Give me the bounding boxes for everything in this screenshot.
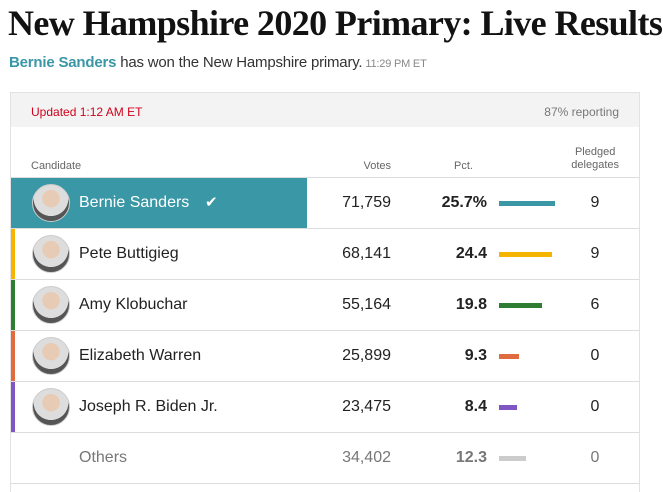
percent-bar	[499, 354, 520, 359]
candidate-row: Joseph R. Biden Jr. 23,475 8.4 0	[11, 382, 639, 433]
candidate-name: Joseph R. Biden Jr.	[79, 398, 218, 415]
delegate-count: 0	[590, 398, 600, 415]
candidate-row: Bernie Sanders ✔ 71,759 25.7% 9	[11, 178, 639, 229]
percent-bar	[499, 456, 526, 461]
candidate-name: Others	[79, 449, 128, 466]
vote-percent: 8.4	[464, 398, 487, 415]
vote-percent: 24.4	[455, 245, 487, 262]
vote-count: 55,164	[342, 296, 391, 313]
delegate-count: 0	[590, 449, 600, 466]
vote-count: 71,759	[342, 194, 391, 211]
col-pct: Pct.	[454, 160, 473, 172]
results-table: Updated 1:12 AM ET 87% reporting Candida…	[10, 92, 640, 492]
percent-bar	[499, 252, 553, 257]
candidate-avatar	[32, 235, 70, 273]
candidate-avatar	[32, 337, 70, 375]
candidate-row: Elizabeth Warren 25,899 9.3 0	[11, 331, 639, 382]
delegate-count: 0	[590, 347, 600, 364]
candidate-avatar	[32, 286, 70, 324]
vote-percent: 25.7%	[441, 194, 487, 211]
table-header: Candidate Votes Pct. Pledged delegates	[11, 127, 639, 178]
vote-percent: 9.3	[464, 347, 487, 364]
vote-percent: 19.8	[455, 296, 487, 313]
candidate-color-edge	[11, 280, 15, 330]
candidate-name: Elizabeth Warren	[79, 347, 202, 364]
col-candidate: Candidate	[31, 160, 82, 172]
vote-count: 25,899	[342, 347, 391, 364]
delegate-count: 9	[590, 245, 600, 262]
announcement-time: 11:29 PM ET	[365, 58, 427, 70]
percent-bar	[499, 201, 555, 206]
candidate-color-edge	[11, 331, 15, 381]
candidate-name: Amy Klobuchar	[79, 296, 188, 313]
updated-time: Updated 1:12 AM ET	[31, 105, 143, 119]
vote-percent: 12.3	[455, 449, 487, 466]
candidate-row: Amy Klobuchar 55,164 19.8 6	[11, 280, 639, 331]
delegate-count: 9	[590, 194, 600, 211]
candidate-row: Others 34,402 12.3 0	[11, 433, 639, 484]
candidate-name: Bernie Sanders	[79, 194, 190, 211]
candidate-name: Pete Buttigieg	[79, 245, 179, 262]
winner-link[interactable]: Bernie Sanders	[9, 54, 117, 71]
col-delegates-line1: Pledged	[574, 146, 616, 158]
vote-count: 68,141	[342, 245, 391, 262]
winner-announcement: Bernie Sanders has won the New Hampshire…	[9, 54, 427, 71]
candidate-avatar	[32, 184, 70, 222]
delegate-count: 6	[590, 296, 600, 313]
vote-count: 34,402	[342, 449, 391, 466]
winner-text: has won the New Hampshire primary.	[120, 54, 363, 71]
candidate-color-edge	[11, 382, 15, 432]
col-delegates-line2: delegates	[571, 159, 619, 171]
percent-bar	[499, 405, 518, 410]
col-delegates: Pledged delegates	[571, 146, 619, 172]
reporting-status: 87% reporting	[544, 105, 619, 119]
candidate-row: Pete Buttigieg 68,141 24.4 9	[11, 229, 639, 280]
page-title: New Hampshire 2020 Primary: Live Results	[8, 3, 663, 43]
vote-count: 23,475	[342, 398, 391, 415]
col-votes: Votes	[363, 160, 391, 172]
percent-bar	[499, 303, 543, 308]
status-bar: Updated 1:12 AM ET 87% reporting	[11, 93, 639, 127]
check-icon: ✔	[205, 194, 218, 211]
candidate-avatar	[32, 388, 70, 426]
candidate-color-edge	[11, 229, 15, 279]
